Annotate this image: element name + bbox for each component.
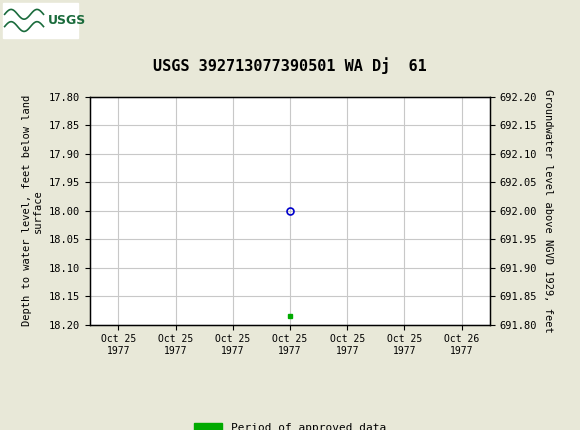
Bar (3, 3, 78, 37)
Y-axis label: Groundwater level above NGVD 1929, feet: Groundwater level above NGVD 1929, feet (543, 89, 553, 332)
Text: USGS 392713077390501 WA Dj  61: USGS 392713077390501 WA Dj 61 (153, 58, 427, 74)
Legend: Period of approved data: Period of approved data (190, 418, 390, 430)
Y-axis label: Depth to water level, feet below land
surface: Depth to water level, feet below land su… (22, 95, 44, 326)
Text: USGS: USGS (48, 14, 86, 27)
